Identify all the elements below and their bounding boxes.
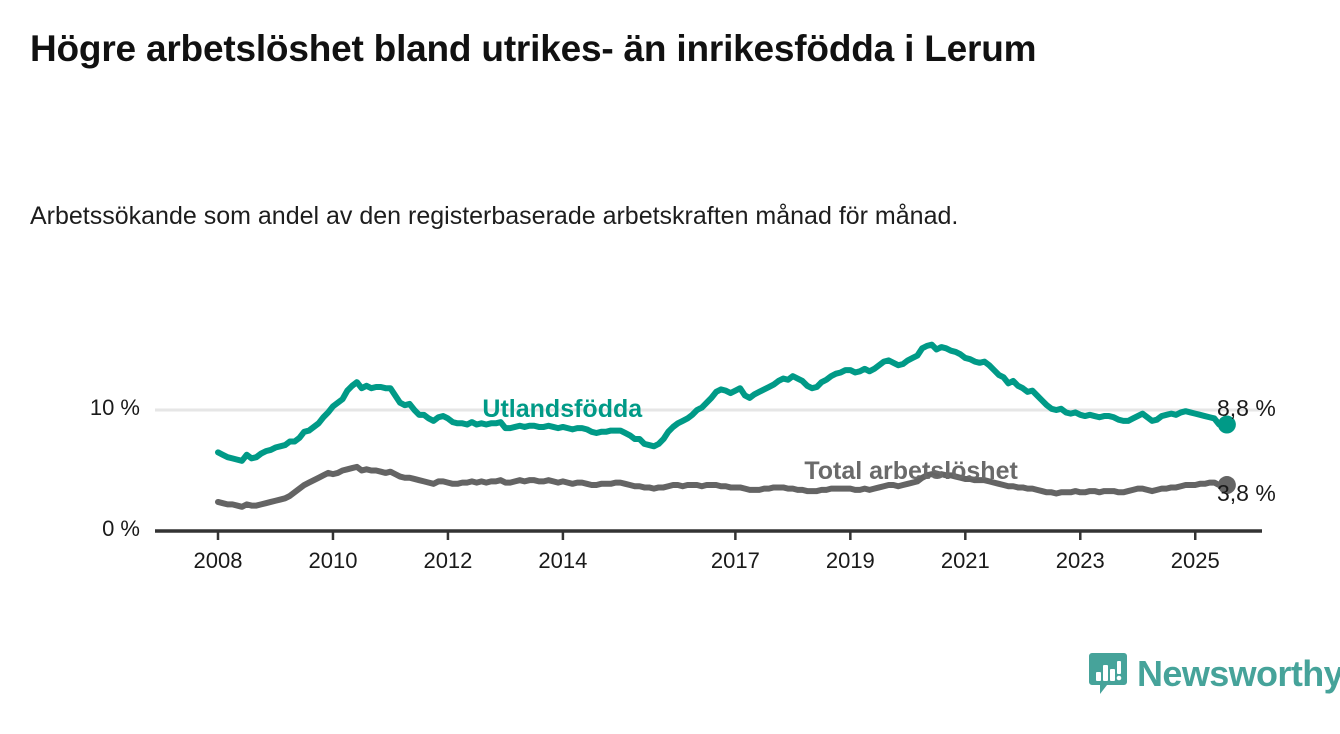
x-axis-tick-label: 2010 bbox=[308, 548, 358, 573]
series-end-value-label: 3,8 % bbox=[1216, 479, 1276, 506]
y-axis-tick-label: 0 % bbox=[102, 516, 140, 541]
x-axis-tick-label: 2025 bbox=[1170, 548, 1220, 573]
series-name-label: Utlandsfödda bbox=[482, 395, 643, 424]
page-title: Högre arbetslöshet bland utrikes- än inr… bbox=[30, 28, 1037, 69]
x-axis-tick-label: 2014 bbox=[538, 548, 588, 573]
x-axis-tick-label: 2023 bbox=[1055, 548, 1105, 573]
x-axis-tick-label: 2017 bbox=[710, 548, 760, 573]
x-axis-tick-label: 2012 bbox=[423, 548, 473, 573]
newsworthy-logo[interactable]: Newsworthy bbox=[1088, 652, 1340, 696]
bar-chart-speech-bubble-icon bbox=[1089, 653, 1127, 694]
line-chart-plot bbox=[155, 341, 1262, 540]
logo-wordmark: Newsworthy bbox=[1137, 653, 1340, 694]
page-subtitle: Arbetssökande som andel av den registerb… bbox=[30, 202, 959, 230]
series-name-label: Total arbetslöshet bbox=[804, 456, 1018, 485]
x-axis-tick-label: 2008 bbox=[193, 548, 243, 573]
x-axis-tick-label: 2021 bbox=[940, 548, 990, 573]
end-point-markers bbox=[1217, 415, 1236, 495]
y-axis-tick-label: 10 % bbox=[89, 395, 140, 420]
series-end-value-label: 8,8 % bbox=[1216, 395, 1276, 422]
data-series-lines bbox=[215, 341, 1232, 510]
chart-area: 0 % 10 % 2008 2010 2012 2014 2017 2019 2021 2023… bbox=[0, 330, 1340, 590]
x-axis-tick-label: 2019 bbox=[825, 548, 875, 573]
